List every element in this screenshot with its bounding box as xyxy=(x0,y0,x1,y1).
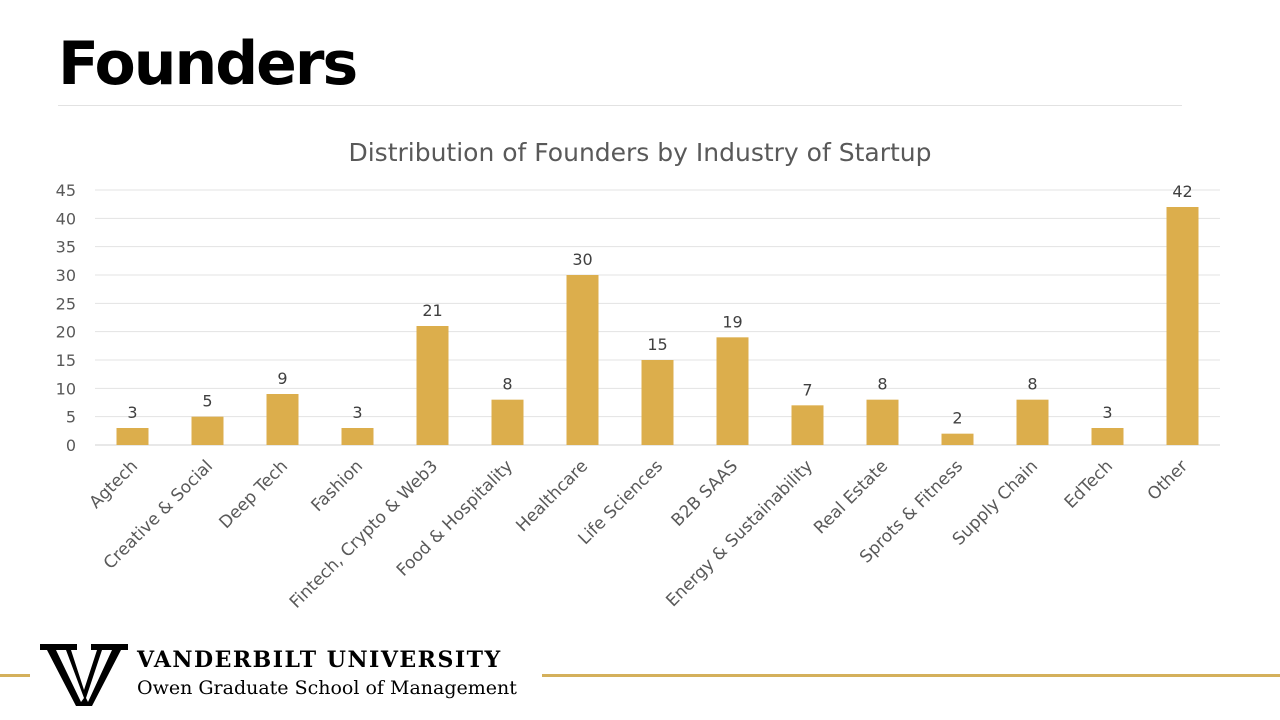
bar xyxy=(1166,207,1199,445)
x-tick-label: Fashion xyxy=(308,456,368,516)
y-tick-label: 35 xyxy=(56,238,76,257)
x-tick-label: B2B SAAS xyxy=(668,456,742,530)
bar-value-label: 15 xyxy=(647,335,667,354)
y-tick-label: 0 xyxy=(66,436,76,455)
x-tick-label: Real Estate xyxy=(810,456,892,538)
page-title: Founders xyxy=(58,29,358,99)
x-tick-label: Fintech, Crypto & Web3 xyxy=(286,456,442,612)
bar-value-label: 7 xyxy=(802,380,812,399)
footer-accent-line-left xyxy=(0,674,30,677)
university-name: VANDERBILT UNIVERSITY xyxy=(137,647,502,673)
y-tick-label: 15 xyxy=(56,351,76,370)
bar-value-label: 3 xyxy=(352,403,362,422)
bar-value-label: 3 xyxy=(127,403,137,422)
y-tick-label: 45 xyxy=(56,181,76,200)
bar xyxy=(416,326,449,445)
bar-value-label: 5 xyxy=(202,392,212,411)
bar xyxy=(641,360,674,445)
y-tick-label: 30 xyxy=(56,266,76,285)
bar-value-label: 8 xyxy=(877,375,887,394)
y-tick-label: 25 xyxy=(56,294,76,313)
bar xyxy=(791,405,824,445)
x-tick-label: Other xyxy=(1144,456,1192,504)
y-tick-label: 5 xyxy=(66,408,76,427)
bar xyxy=(491,399,524,445)
bar-value-label: 8 xyxy=(1027,375,1037,394)
title-divider xyxy=(58,105,1182,106)
bar xyxy=(341,428,374,445)
x-tick-label: Deep Tech xyxy=(215,456,292,533)
vanderbilt-v-logo-icon xyxy=(40,644,128,706)
bar xyxy=(1091,428,1124,445)
y-tick-label: 10 xyxy=(56,379,76,398)
bar-value-label: 3 xyxy=(1102,403,1112,422)
bar-value-label: 21 xyxy=(422,301,442,320)
x-tick-label: Healthcare xyxy=(512,456,592,536)
bar xyxy=(116,428,149,445)
y-axis-ticks: 0 5 10 15 20 25 30 35 40 45 xyxy=(56,181,76,455)
y-tick-label: 20 xyxy=(56,323,76,342)
bar-value-label: 2 xyxy=(952,409,962,428)
school-name: Owen Graduate School of Management xyxy=(137,677,517,699)
footer-accent-line-right xyxy=(542,674,1280,677)
bar xyxy=(266,394,299,445)
bar-value-label: 42 xyxy=(1172,182,1192,201)
bar xyxy=(866,399,899,445)
bar xyxy=(941,433,974,445)
x-tick-label: Energy & Sustainability xyxy=(662,456,817,611)
data-labels: 3 5 9 3 21 8 30 15 19 7 8 2 8 3 42 xyxy=(127,182,1192,428)
chart-title: Distribution of Founders by Industry of … xyxy=(348,138,931,167)
chart-canvas: Distribution of Founders by Industry of … xyxy=(56,138,1220,613)
x-tick-label: Agtech xyxy=(86,456,142,512)
chart-bars xyxy=(116,207,1199,445)
bar-value-label: 8 xyxy=(502,375,512,394)
y-tick-label: 40 xyxy=(56,209,76,228)
bar-value-label: 30 xyxy=(572,250,592,269)
bar xyxy=(1016,399,1049,445)
x-tick-label: EdTech xyxy=(1061,456,1117,512)
bar-value-label: 19 xyxy=(722,312,742,331)
bar xyxy=(191,416,224,445)
bar-value-label: 9 xyxy=(277,369,287,388)
bar xyxy=(566,275,599,445)
bar-chart: Distribution of Founders by Industry of … xyxy=(0,120,1280,640)
bar xyxy=(716,337,749,445)
